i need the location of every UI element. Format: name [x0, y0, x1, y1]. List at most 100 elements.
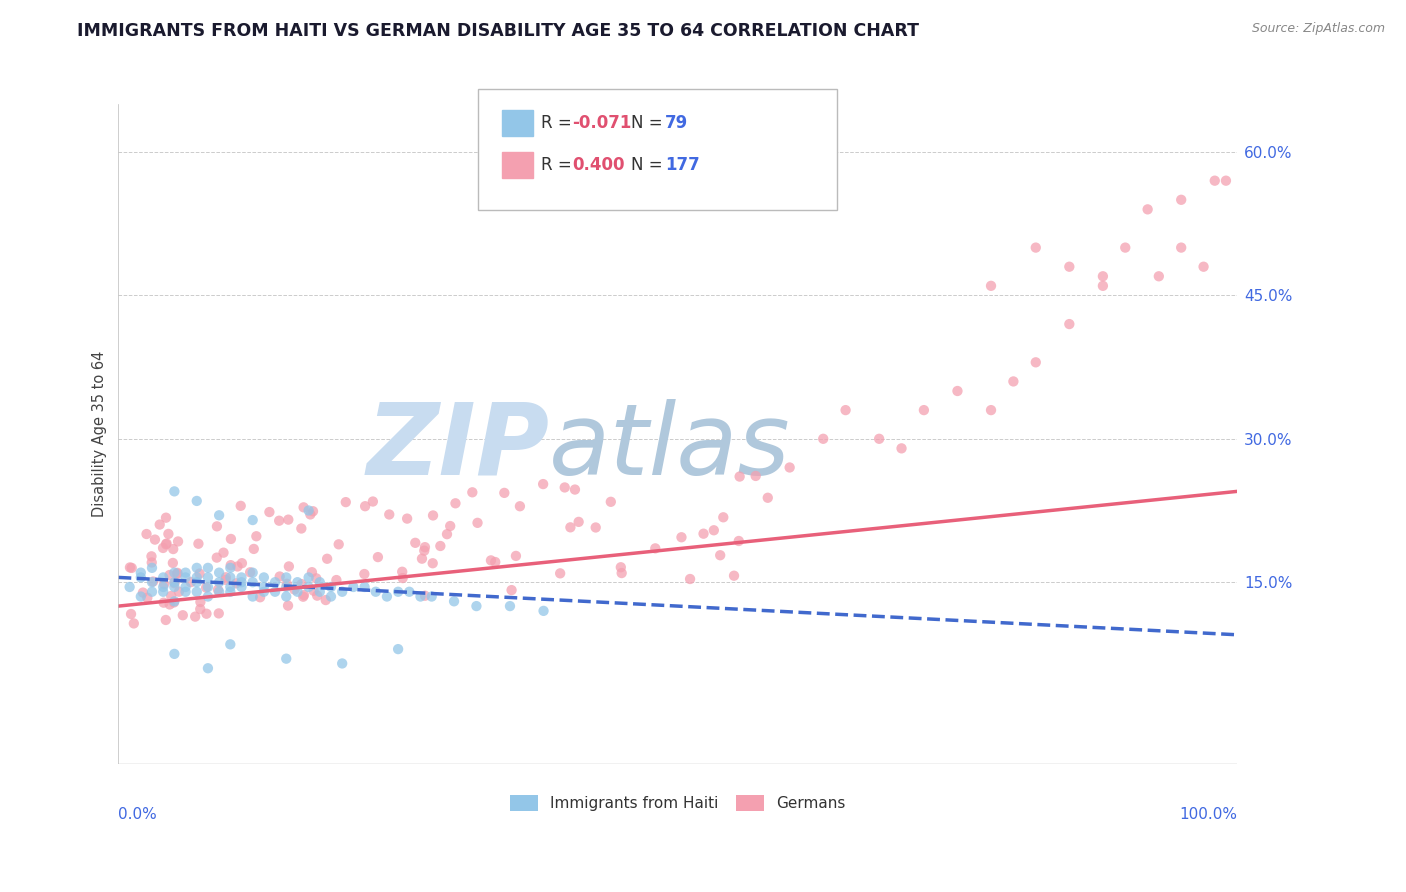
Point	[422, 508, 444, 523]
Point	[465, 599, 488, 613]
Point	[505, 549, 527, 563]
Point	[1091, 278, 1114, 293]
Point	[205, 550, 228, 565]
Point	[163, 595, 186, 609]
Point	[118, 560, 141, 574]
Point	[160, 589, 183, 603]
Point	[868, 432, 890, 446]
Text: 0.400: 0.400	[572, 156, 624, 174]
Point	[162, 542, 184, 557]
Point	[283, 582, 305, 597]
Point	[188, 566, 211, 581]
Point	[305, 571, 328, 585]
Point	[132, 585, 155, 599]
Point	[568, 515, 591, 529]
Point	[711, 510, 734, 524]
Point	[152, 596, 174, 610]
Point	[264, 584, 287, 599]
Point	[531, 477, 554, 491]
Text: N =: N =	[631, 114, 668, 132]
Point	[1002, 375, 1025, 389]
Point	[554, 480, 576, 494]
Point	[197, 580, 219, 594]
Point	[1059, 317, 1081, 331]
Point	[299, 508, 322, 522]
Point	[703, 523, 725, 537]
Point	[269, 514, 291, 528]
Point	[214, 573, 236, 587]
Point	[157, 527, 180, 541]
Point	[159, 598, 181, 612]
Point	[231, 556, 253, 570]
Point	[142, 574, 165, 589]
Point	[461, 485, 484, 500]
Point	[219, 570, 242, 584]
Point	[391, 565, 413, 579]
Point	[834, 403, 856, 417]
Point	[560, 520, 582, 534]
Point	[298, 503, 321, 517]
Point	[644, 541, 666, 556]
Point	[342, 580, 364, 594]
Point	[1192, 260, 1215, 274]
Point	[122, 616, 145, 631]
Point	[155, 510, 177, 524]
Point	[378, 508, 401, 522]
Text: 100.0%: 100.0%	[1180, 806, 1237, 822]
Point	[163, 576, 186, 591]
Point	[153, 577, 176, 591]
Point	[315, 593, 337, 607]
Point	[219, 584, 242, 599]
Point	[159, 568, 181, 582]
Point	[443, 594, 465, 608]
Point	[253, 570, 276, 584]
Point	[292, 590, 315, 604]
Point	[149, 517, 172, 532]
Point	[276, 651, 298, 665]
Y-axis label: Disability Age 35 to 64: Disability Age 35 to 64	[93, 351, 107, 517]
Point	[195, 607, 218, 621]
Point	[692, 526, 714, 541]
Point	[197, 570, 219, 584]
Point	[163, 484, 186, 499]
Point	[155, 537, 177, 551]
Point	[152, 570, 174, 584]
Point	[330, 657, 353, 671]
Point	[219, 580, 242, 594]
Point	[163, 580, 186, 594]
Point	[779, 460, 801, 475]
Point	[167, 534, 190, 549]
Text: R =: R =	[541, 156, 578, 174]
Point	[208, 508, 231, 523]
Point	[264, 575, 287, 590]
Point	[162, 556, 184, 570]
Point	[277, 513, 299, 527]
Point	[307, 589, 329, 603]
Text: 79: 79	[665, 114, 689, 132]
Point	[174, 570, 197, 584]
Point	[276, 580, 298, 594]
Point	[308, 584, 330, 599]
Point	[290, 521, 312, 535]
Point	[890, 442, 912, 456]
Point	[364, 584, 387, 599]
Point	[219, 558, 242, 573]
Point	[436, 527, 458, 541]
Text: 0.0%: 0.0%	[118, 806, 157, 822]
Point	[141, 549, 163, 564]
Point	[186, 561, 208, 575]
Point	[422, 556, 444, 570]
Point	[564, 483, 586, 497]
Point	[291, 577, 314, 591]
Point	[197, 590, 219, 604]
Point	[226, 559, 249, 574]
Point	[1091, 269, 1114, 284]
Point	[242, 513, 264, 527]
Point	[276, 576, 298, 591]
Point	[172, 608, 194, 623]
Text: IMMIGRANTS FROM HAITI VS GERMAN DISABILITY AGE 35 TO 64 CORRELATION CHART: IMMIGRANTS FROM HAITI VS GERMAN DISABILI…	[77, 22, 920, 40]
Point	[413, 543, 436, 558]
Point	[361, 494, 384, 508]
Point	[1147, 269, 1170, 284]
Point	[180, 575, 202, 590]
